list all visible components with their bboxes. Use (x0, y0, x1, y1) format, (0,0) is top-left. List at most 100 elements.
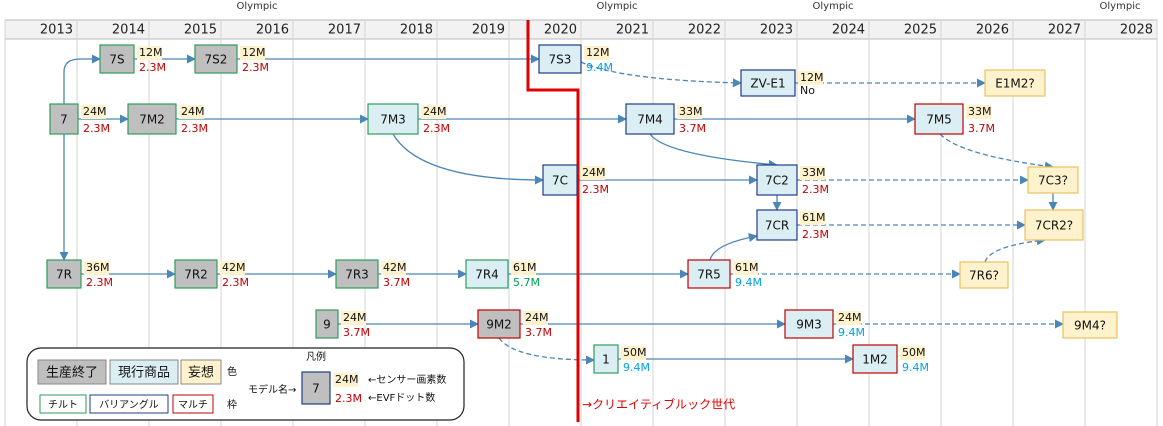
arrow (649, 133, 778, 169)
legend-note: ←EVFドット数 (368, 391, 435, 404)
evf-value: 2.3M (335, 392, 362, 405)
arrow (939, 133, 1054, 171)
year-label: 2014 (112, 23, 145, 38)
sensor-bg (900, 346, 925, 360)
model-box (301, 371, 331, 405)
model-box (46, 259, 82, 289)
evf-value: 2.3M (423, 122, 450, 135)
model: 7R3 42M 3.7M (335, 259, 410, 289)
model-label: 7R6? (969, 269, 999, 283)
sensor-value: 12M (242, 46, 266, 59)
evf-value: 3.7M (679, 122, 706, 135)
legend-frame (172, 394, 214, 414)
model: 7R2 42M 2.3M (174, 259, 249, 289)
model-box (315, 309, 339, 339)
sensor-bg (523, 311, 548, 325)
sensor-bg (677, 105, 702, 119)
model-box (335, 259, 379, 289)
model-label: 7S (109, 53, 124, 67)
model-label: 7M4 (637, 113, 663, 127)
edges (59, 54, 1064, 365)
sensor-bg (580, 166, 605, 180)
year-label: 2015 (184, 23, 217, 38)
model-label: 7 (312, 382, 320, 396)
model-label: 9M4? (1074, 319, 1106, 333)
legend-color-label: 色 (227, 365, 237, 378)
legend-note: ←センサー画素数 (368, 373, 446, 386)
model-label: 7CR2? (1035, 219, 1073, 233)
sensor-bg (137, 46, 162, 60)
model-box (542, 164, 578, 196)
year-label: 2020 (544, 23, 577, 38)
model: 7R 36M 2.3M (46, 259, 113, 289)
sensor-bg (333, 373, 358, 387)
model-label: 9 (323, 318, 331, 332)
model-box (465, 259, 509, 289)
sensor-value: 24M (525, 311, 549, 324)
model-box (740, 69, 796, 97)
sensor-bg (220, 261, 245, 275)
model: E1M2? (984, 69, 1046, 97)
model-box (1024, 209, 1084, 241)
model: 7S 12M 2.3M (99, 44, 166, 74)
model-label: 7R2 (184, 268, 208, 282)
model-box (127, 103, 177, 135)
evf-value: 5.7M (513, 276, 540, 289)
model: 7C3? (1027, 166, 1079, 194)
sensor-bg (800, 211, 825, 225)
model: 9M4? (1062, 311, 1118, 339)
sensor-value: 36M (86, 261, 110, 274)
sensor-bg (584, 46, 609, 60)
model-label: 7C2 (765, 174, 789, 188)
evf-value: 9.4M (735, 276, 762, 289)
legend-frame (89, 394, 169, 414)
sensor-bg (421, 105, 446, 119)
year-label: 2026 (976, 23, 1009, 38)
sensor-value: 12M (139, 46, 163, 59)
evf-value: 2.3M (139, 61, 166, 74)
model-label: 7R5 (697, 268, 721, 282)
arrow (498, 337, 595, 365)
model-box (367, 103, 419, 135)
sensor-value: 42M (383, 261, 407, 274)
sensor-bg (621, 346, 646, 360)
model: 7 24M 2.3M (49, 103, 110, 135)
sensor-value: 33M (802, 166, 826, 179)
legend-title: 凡例 (306, 350, 326, 363)
sensor-value: 24M (423, 105, 447, 118)
olympic-label: Olympic (1100, 1, 1141, 12)
evf-value: 3.7M (383, 276, 410, 289)
sensor-bg (240, 46, 265, 60)
sensor-value: 24M (343, 311, 367, 324)
model: 7M4 33M 3.7M (625, 103, 706, 135)
year-label: 2018 (400, 23, 433, 38)
year-label: 2022 (688, 23, 721, 38)
evf-value: 2.3M (86, 276, 113, 289)
model-box (538, 44, 582, 74)
sensor-bg (798, 71, 823, 85)
evf-value: 3.7M (968, 122, 995, 135)
model-box (99, 44, 135, 74)
sensor-value: 42M (222, 261, 246, 274)
evf-value: 9.4M (902, 361, 929, 374)
model-label: 1 (602, 353, 610, 367)
arrow (984, 236, 1046, 263)
year-label: 2016 (256, 23, 289, 38)
sensor-value: 50M (902, 346, 926, 359)
sensor-value: 61M (513, 261, 537, 274)
model-label: ZV-E1 (750, 77, 785, 91)
model-box (959, 261, 1009, 289)
year-label: 2019 (472, 23, 505, 38)
model-label: 7C3? (1038, 174, 1068, 188)
model: 7C 24M 2.3M (542, 164, 609, 196)
evf-value: 2.3M (582, 183, 609, 196)
year-label: 2017 (328, 23, 361, 38)
model: 7M5 33M 3.7M (914, 103, 995, 135)
sensor-value: 12M (586, 46, 610, 59)
model-box (174, 259, 218, 289)
evf-value: No (800, 84, 815, 97)
model-label: E1M2? (995, 77, 1035, 91)
